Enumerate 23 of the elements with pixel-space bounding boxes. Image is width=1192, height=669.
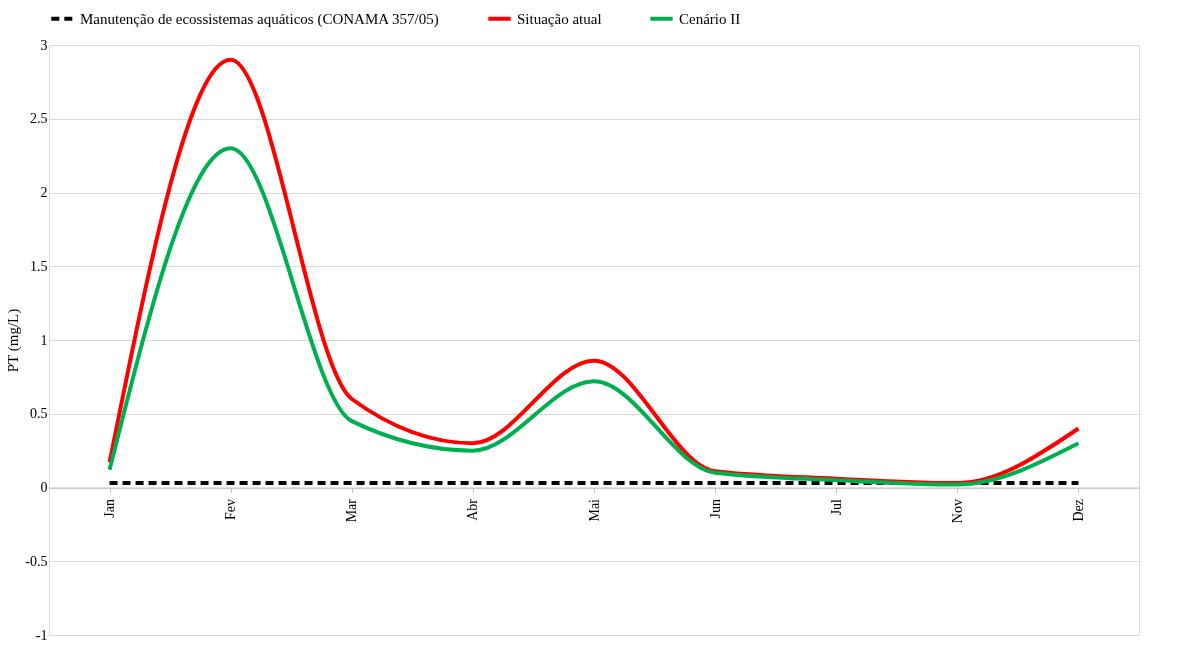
y-axis-title: PT (mg/L) [5, 308, 23, 373]
y-tick-label: -1 [35, 627, 48, 643]
y-tick-label: -0.5 [25, 553, 48, 569]
legend-label: Situação atual [517, 10, 602, 27]
x-tick-label: Jan [102, 499, 118, 518]
x-tick-label: Mar [344, 498, 360, 523]
y-tick-label: 3 [40, 37, 48, 53]
x-tick-label: Jun [707, 499, 723, 519]
y-tick-label: 1.5 [30, 258, 48, 274]
y-tick-label: 2.5 [30, 111, 48, 127]
x-tick-label: Abr [465, 498, 481, 521]
legend-label: Manutenção de ecossistemas aquáticos (CONAMA 357/05) [80, 10, 439, 28]
y-tick-label: 0 [40, 480, 48, 495]
x-tick-label: Jul [828, 498, 844, 516]
x-tick-label: Fev [223, 499, 239, 520]
x-tick-label: Nov [949, 499, 965, 524]
x-tick-label: Dez [1070, 499, 1086, 522]
x-tick-label: Mai [586, 498, 602, 522]
line-series [107, 146, 1081, 487]
y-tick-label: 0.5 [30, 406, 48, 422]
y-tick-label: 1 [40, 332, 48, 348]
y-tick-label: 2 [40, 185, 48, 200]
legend-label: Cenário II [679, 10, 741, 27]
